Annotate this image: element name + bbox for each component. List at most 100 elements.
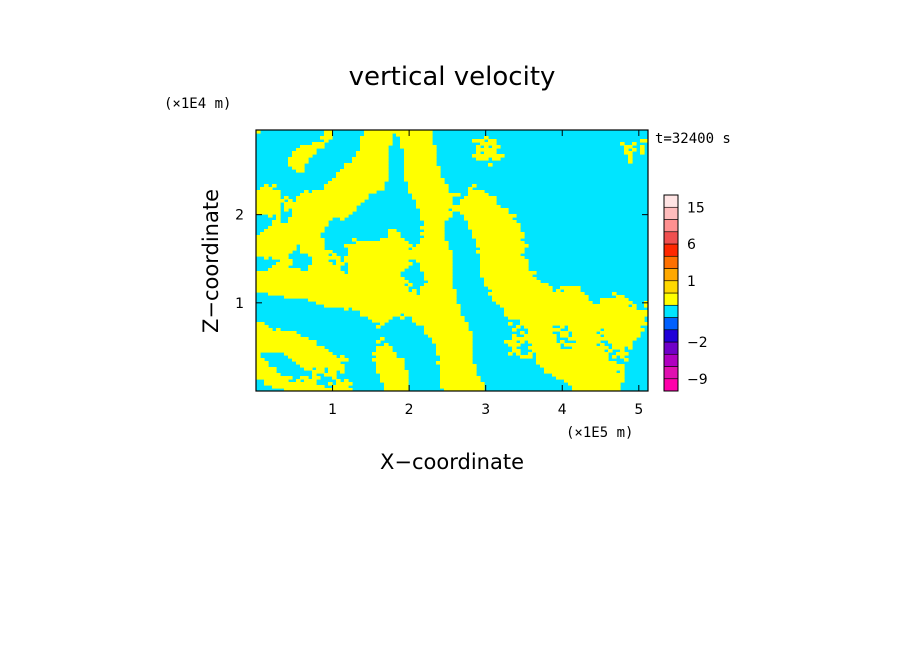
field-positive-patch (504, 340, 517, 344)
field-positive-patch (484, 277, 537, 281)
field-positive-patch (492, 298, 589, 302)
y-ticks: 12 (235, 208, 648, 312)
field-positive-patch (288, 163, 305, 167)
x-axis-label: X−coordinate (380, 450, 524, 474)
field-positive-patch (288, 217, 333, 221)
field-positive-patch (644, 304, 648, 308)
field-positive-patch (404, 172, 441, 176)
colorbar-swatch (663, 206, 679, 220)
field-positive-patch (316, 367, 325, 371)
field-positive-patch (404, 160, 437, 164)
field-positive-patch (404, 175, 441, 179)
field-positive-patch (272, 184, 277, 188)
field-positive-patch (356, 241, 409, 245)
field-positive-patch (296, 199, 365, 203)
field-positive-patch (272, 220, 281, 224)
x-ticks: 1 2 3 4 5 (328, 130, 643, 418)
field-positive-patch (536, 361, 617, 365)
field-positive-patch (560, 334, 569, 338)
field-positive-patch (344, 259, 409, 263)
field-positive-patch (480, 259, 529, 263)
field-positive-patch (256, 367, 277, 371)
field-positive-patch (408, 187, 449, 191)
field-positive-patch (420, 262, 453, 266)
field-positive-patch (404, 157, 437, 161)
field-positive-patch (460, 199, 497, 203)
field-positive-patch (332, 385, 349, 389)
field-positive-patch (412, 319, 465, 323)
field-positive-patch (336, 259, 341, 263)
colorbar-swatch (663, 317, 679, 331)
field-positive-patch (468, 193, 489, 197)
field-positive-patch (560, 325, 565, 329)
field-positive-patch (360, 139, 393, 143)
field-positive-patch (480, 274, 533, 278)
field-positive-patch (468, 187, 473, 191)
field-positive-patch (560, 286, 581, 290)
field-positive-patch (420, 238, 445, 242)
field-positive-patch (480, 268, 529, 272)
field-positive-patch (292, 208, 357, 212)
field-positive-patch (572, 331, 597, 335)
field-positive-patch (352, 160, 389, 164)
field-positive-patch (372, 352, 397, 356)
field-positive-patch (380, 376, 409, 380)
field-positive-patch (564, 343, 597, 347)
field-positive-patch (476, 241, 525, 245)
field-positive-patch (256, 247, 297, 251)
field-positive-patch (400, 316, 405, 320)
field-positive-patch (476, 151, 481, 155)
field-positive-patch (276, 328, 281, 332)
field-positive-patch (384, 385, 409, 389)
field-positive-patch (360, 145, 389, 149)
field-positive-patch (256, 346, 325, 350)
field-positive-patch (284, 388, 353, 391)
field-positive-patch (284, 202, 361, 206)
colorbar-tick-label: 1 (687, 274, 696, 290)
field-positive-patch (576, 340, 601, 344)
field-positive-patch (524, 325, 553, 329)
field-positive-patch (380, 379, 409, 383)
field-positive-patch (632, 142, 637, 146)
field-positive-patch (256, 364, 269, 368)
colorbar-swatch (663, 219, 679, 233)
field-positive-patch (488, 292, 585, 296)
field-positive-patch (440, 364, 477, 368)
field-positive-patch (436, 361, 473, 365)
field-positive-patch (424, 229, 445, 233)
x-tick-label: 4 (558, 402, 567, 418)
field-positive-patch (420, 286, 453, 290)
field-positive-patch (492, 157, 501, 161)
field-positive-patch (400, 145, 437, 149)
field-positive-patch (300, 250, 333, 254)
field-positive-patch (312, 376, 321, 380)
field-positive-patch (256, 286, 409, 290)
field-positive-patch (420, 265, 453, 269)
field-positive-patch (380, 337, 385, 341)
field-positive-patch (496, 301, 593, 305)
field-positive-patch (484, 151, 497, 155)
field-positive-patch (380, 373, 409, 377)
field-positive-patch (476, 238, 521, 242)
x-tick-label: 1 (328, 402, 337, 418)
field-positive-patch (420, 208, 449, 212)
field-positive-patch (424, 274, 453, 278)
field-positive-patch (484, 283, 549, 287)
field-positive-patch (632, 304, 637, 308)
field-positive-patch (512, 349, 521, 353)
field-positive-patch (256, 241, 325, 245)
field-positive-patch (256, 130, 261, 134)
field-positive-patch (480, 256, 525, 260)
field-positive-patch (476, 148, 497, 152)
field-positive-patch (532, 349, 605, 353)
field-positive-patch (272, 256, 289, 260)
field-positive-patch (376, 340, 381, 344)
field-positive-patch (488, 286, 553, 290)
field-positive-patch (632, 148, 637, 152)
field-positive-patch (524, 334, 557, 338)
field-positive-patch (492, 145, 501, 149)
field-positive-patch (260, 187, 273, 191)
field-positive-patch (572, 385, 621, 389)
field-positive-patch (364, 133, 393, 137)
field-positive-patch (416, 205, 501, 209)
